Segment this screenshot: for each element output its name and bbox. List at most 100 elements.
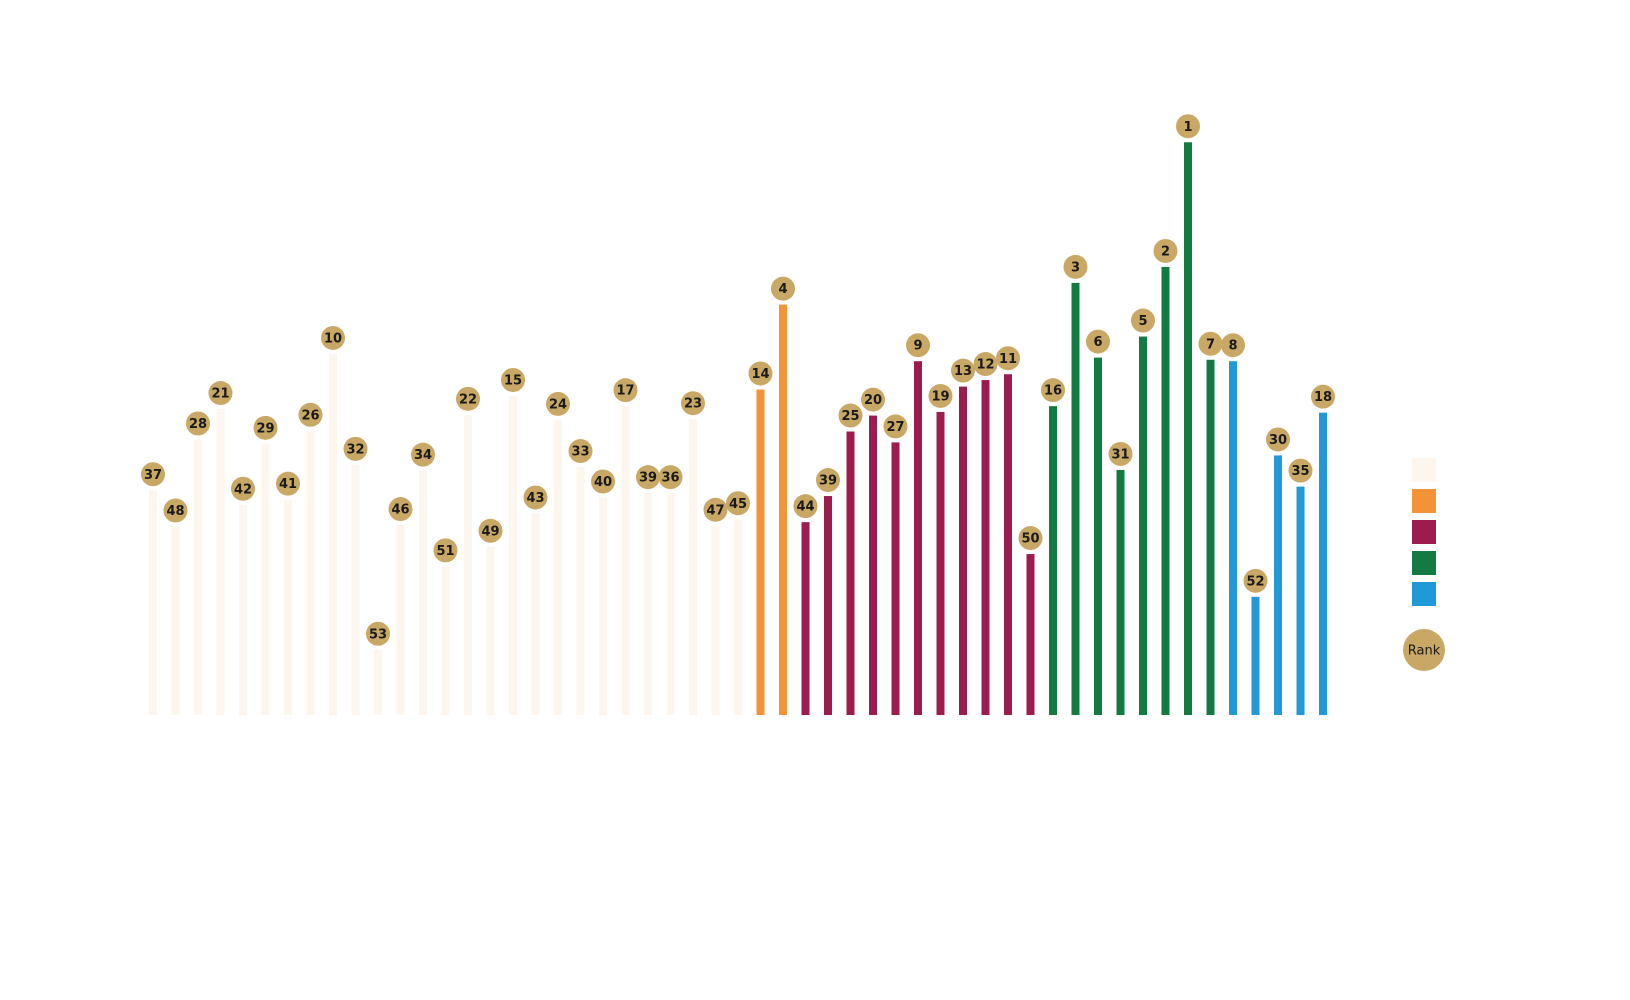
rank-label: 23 xyxy=(684,397,702,412)
bar-group: 29 xyxy=(253,415,278,715)
bar xyxy=(621,406,630,715)
bar xyxy=(1026,554,1035,715)
rank-label: 22 xyxy=(459,392,477,407)
bar-group: 53 xyxy=(366,621,390,715)
legend-swatch xyxy=(1412,551,1436,575)
bar xyxy=(824,496,832,715)
rank-label: 47 xyxy=(706,503,724,518)
rank-marker xyxy=(748,361,773,386)
rank-label: 34 xyxy=(414,448,432,463)
bar-group: 27 xyxy=(883,414,908,715)
bar xyxy=(284,499,292,715)
rank-marker xyxy=(1221,333,1245,358)
bar xyxy=(216,409,225,715)
rank-marker xyxy=(1108,441,1133,466)
bar-group: 33 xyxy=(568,439,593,715)
bar-group: 36 xyxy=(658,465,683,715)
rank-label: 18 xyxy=(1314,390,1332,405)
rank-marker xyxy=(703,497,728,522)
bar xyxy=(1004,374,1012,715)
bar-group: 3 xyxy=(1063,254,1088,715)
rank-marker xyxy=(568,439,593,464)
rank-marker xyxy=(411,442,435,467)
bar xyxy=(329,353,337,715)
rank-marker xyxy=(1018,526,1043,551)
rank-label: 45 xyxy=(729,497,747,512)
rank-marker xyxy=(816,468,840,493)
rank-marker xyxy=(388,497,413,522)
bar-group: 17 xyxy=(613,378,638,715)
rank-label: 29 xyxy=(256,421,274,436)
bar-group: 1 xyxy=(1176,114,1200,715)
bar xyxy=(644,493,652,715)
rank-marker xyxy=(1153,238,1178,263)
rank-marker xyxy=(478,518,503,543)
legend-swatch xyxy=(1412,489,1436,513)
bars-layer: 3748282142294126103253463451224915432433… xyxy=(141,114,1335,715)
rank-label: 27 xyxy=(886,420,904,435)
rank-marker xyxy=(186,411,210,436)
rank-marker xyxy=(433,538,458,563)
rank-label: 2 xyxy=(1161,244,1170,259)
rank-label: 10 xyxy=(324,331,342,346)
bar xyxy=(374,649,382,715)
rank-label: 33 xyxy=(571,445,589,460)
rank-label: 13 xyxy=(954,364,972,379)
bar xyxy=(1139,336,1147,715)
rank-marker xyxy=(141,462,165,487)
rank-marker xyxy=(613,378,638,403)
rank-label: 48 xyxy=(166,504,184,519)
bar-group: 23 xyxy=(681,391,705,715)
rank-marker xyxy=(996,346,1020,371)
bar xyxy=(486,546,495,715)
bar xyxy=(576,467,585,715)
bar-group: 28 xyxy=(186,411,210,715)
rank-label: 36 xyxy=(661,471,679,486)
bar-group: 21 xyxy=(208,381,233,715)
rank-label: 12 xyxy=(976,358,994,373)
bar xyxy=(869,415,877,715)
rank-marker xyxy=(681,391,705,416)
bar xyxy=(981,380,990,715)
rank-label: 41 xyxy=(279,477,297,492)
rank-marker xyxy=(1131,308,1155,333)
bar xyxy=(779,304,787,715)
rank-marker xyxy=(951,358,975,383)
rank-label: 43 xyxy=(526,491,544,506)
rank-label: 8 xyxy=(1228,339,1237,354)
bar-group: 43 xyxy=(523,485,548,715)
bar-group: 16 xyxy=(1041,378,1065,715)
bar xyxy=(509,396,517,715)
rank-marker xyxy=(771,276,795,301)
rank-marker xyxy=(1243,568,1268,593)
rank-label: 37 xyxy=(144,468,162,483)
rank-label: 28 xyxy=(189,417,207,432)
bar-group: 25 xyxy=(838,403,863,715)
rank-marker xyxy=(501,368,525,392)
rank-label: 51 xyxy=(436,544,454,559)
bar xyxy=(351,464,360,715)
rank-marker xyxy=(366,621,390,646)
rank-marker xyxy=(298,402,323,427)
bar-group: 34 xyxy=(411,442,435,715)
rank-marker xyxy=(1086,329,1110,354)
bar-group: 44 xyxy=(793,494,818,715)
bar xyxy=(1296,486,1305,715)
bar-group: 4 xyxy=(771,276,795,715)
bar-group: 39 xyxy=(816,468,840,715)
rank-label: 3 xyxy=(1071,260,1080,275)
bar xyxy=(464,414,472,715)
bar-group: 41 xyxy=(276,471,300,715)
bar-group: 9 xyxy=(906,333,930,715)
rank-marker xyxy=(1041,378,1065,403)
rank-marker xyxy=(321,325,345,350)
rank-marker xyxy=(591,469,615,494)
rank-marker xyxy=(523,485,548,510)
bar xyxy=(891,442,900,715)
bar xyxy=(756,389,765,715)
rank-marker xyxy=(1311,384,1335,409)
bar-group: 37 xyxy=(141,462,165,715)
bar xyxy=(1116,469,1125,715)
rank-marker xyxy=(1266,427,1290,452)
